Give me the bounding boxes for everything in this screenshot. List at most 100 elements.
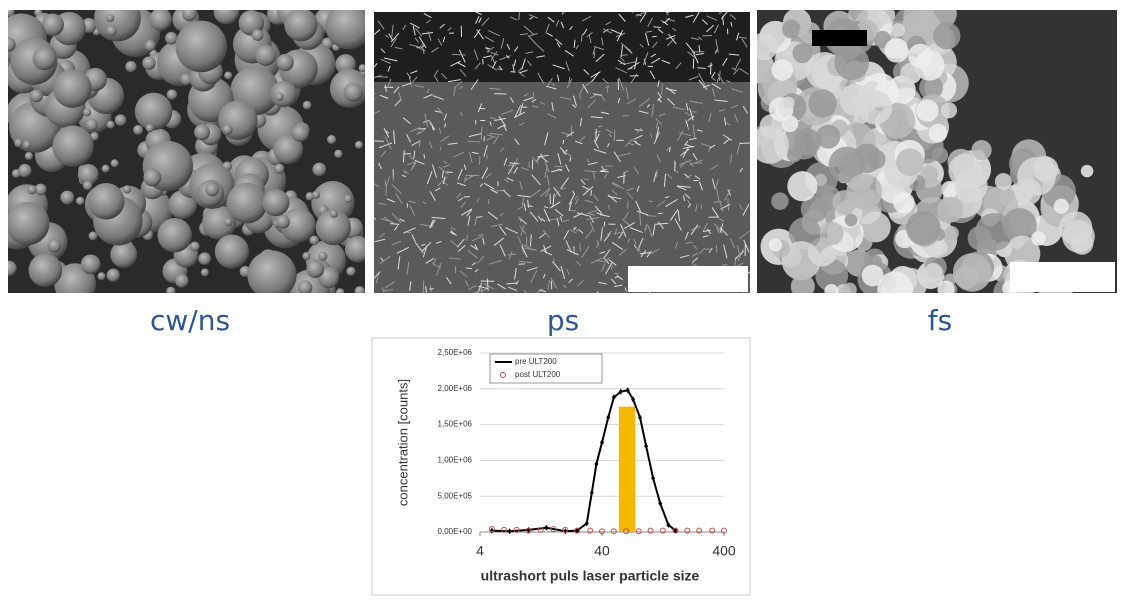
sphere	[25, 152, 33, 160]
cluster	[1031, 231, 1045, 245]
x-tick-label: 40	[594, 543, 610, 559]
cluster	[891, 23, 905, 37]
fiber	[652, 36, 656, 37]
sphere	[33, 47, 57, 71]
sphere	[14, 139, 23, 148]
sphere	[83, 181, 92, 190]
fiber	[620, 63, 625, 64]
cluster	[906, 211, 941, 246]
sphere	[135, 93, 173, 131]
sphere	[111, 159, 119, 167]
cluster	[750, 33, 778, 61]
legend-label: pre ULT200	[515, 357, 557, 366]
sphere	[165, 32, 178, 45]
sphere	[182, 6, 197, 21]
cluster	[791, 274, 815, 298]
fiber	[371, 95, 375, 99]
sphere	[133, 125, 143, 135]
sphere	[107, 269, 120, 282]
cluster	[787, 171, 817, 201]
sphere	[52, 125, 93, 166]
fiber	[658, 213, 662, 214]
fiber	[452, 54, 466, 55]
cluster	[1081, 165, 1093, 177]
sphere	[48, 239, 62, 253]
sphere	[60, 191, 74, 205]
sphere	[125, 61, 136, 72]
fiber	[646, 216, 656, 217]
sphere	[344, 83, 363, 102]
cluster	[782, 97, 794, 109]
cluster	[933, 22, 960, 49]
sphere	[255, 45, 276, 66]
sphere	[312, 191, 320, 199]
sphere	[284, 8, 317, 41]
fiber	[563, 140, 564, 144]
sphere	[190, 242, 200, 252]
fiber	[424, 154, 425, 158]
sphere	[175, 274, 189, 288]
fiber	[488, 199, 489, 204]
sphere	[53, 69, 91, 107]
sphere	[302, 252, 310, 260]
cluster	[896, 148, 924, 176]
sphere	[270, 81, 296, 107]
sphere	[175, 21, 227, 73]
sphere	[106, 14, 114, 22]
fiber	[722, 265, 727, 266]
cluster	[771, 192, 789, 210]
y-axis-label: concentration [counts]	[395, 379, 410, 506]
sphere	[198, 252, 211, 265]
sphere	[224, 218, 232, 226]
image-label: fs	[928, 304, 952, 337]
sphere	[143, 169, 161, 187]
sphere	[262, 189, 289, 216]
cluster	[937, 281, 954, 298]
sphere	[29, 253, 63, 287]
fiber	[716, 245, 717, 252]
legend-label: post ULT200	[515, 370, 561, 379]
sphere	[1, 37, 16, 52]
sphere	[292, 124, 310, 142]
sphere	[247, 250, 296, 299]
fiber	[564, 8, 565, 12]
sphere	[102, 165, 110, 173]
fiber	[604, 222, 605, 227]
sphere	[201, 268, 209, 276]
fiber	[677, 4, 678, 12]
sphere	[215, 234, 249, 268]
sphere	[18, 164, 31, 177]
fiber	[653, 27, 660, 28]
sphere	[224, 71, 232, 79]
cluster	[808, 89, 836, 117]
fiber	[713, 202, 722, 203]
y-tick-label: 2,50E+06	[438, 348, 473, 357]
sphere	[30, 89, 43, 102]
sphere	[149, 8, 172, 31]
fiber	[423, 280, 424, 293]
fiber	[580, 93, 581, 99]
cluster	[877, 6, 895, 24]
sphere	[76, 197, 84, 205]
x-tick-label: 400	[712, 543, 736, 559]
cluster	[1059, 211, 1092, 244]
cluster	[750, 125, 788, 163]
cluster	[866, 150, 885, 169]
sphere	[157, 218, 191, 252]
cluster	[924, 263, 943, 282]
sphere	[276, 215, 290, 229]
sphere	[355, 286, 365, 296]
cluster	[782, 20, 801, 39]
sphere	[107, 121, 115, 129]
image-label: cw/ns	[150, 304, 230, 337]
sphere	[330, 210, 338, 218]
sphere	[146, 124, 154, 132]
cluster	[975, 213, 1013, 251]
cluster	[772, 59, 793, 80]
x-tick-label: 4	[476, 543, 484, 559]
cluster	[843, 283, 857, 297]
cluster	[769, 238, 782, 251]
sphere	[89, 232, 98, 241]
sphere	[88, 183, 125, 220]
sphere	[334, 150, 342, 158]
